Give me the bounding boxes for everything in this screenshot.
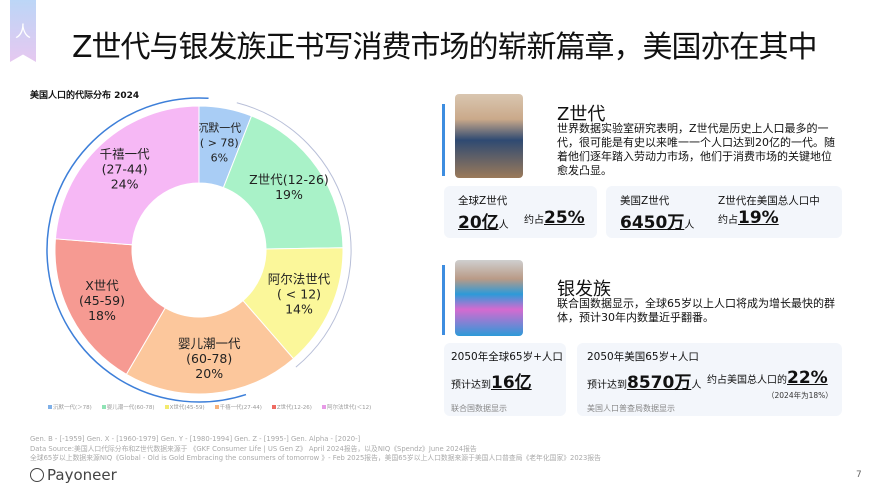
card-value: 8570万 bbox=[627, 373, 692, 393]
slice-label: 千禧一代 bbox=[100, 147, 151, 162]
slice-label: ( < 12) bbox=[277, 287, 321, 302]
card-label: 全球Z世代 bbox=[458, 195, 508, 207]
chart-legend: 沉默一代(＞78) 婴儿潮一代(60-78) X世代(45-59) 千禧一代(27-4… bbox=[48, 403, 371, 411]
card-value: 16亿 bbox=[491, 373, 532, 393]
card-label: 美国Z世代 bbox=[620, 195, 670, 207]
slice-label: (45-59) bbox=[79, 293, 125, 308]
slice-label: 20% bbox=[195, 366, 223, 381]
slice-label: 14% bbox=[285, 302, 313, 317]
card-prefix: 预计达到 bbox=[587, 380, 627, 391]
card-source: 美国人口普查局数据显示 bbox=[587, 404, 675, 413]
silver-description: 联合国数据显示，全球65岁以上人口将成为增长最快的群体，预计30年内数量近乎翻番… bbox=[557, 297, 835, 324]
slice-label: (27-44) bbox=[102, 162, 148, 177]
card-note: （2024年为18%） bbox=[767, 391, 833, 400]
donut-slice bbox=[125, 299, 295, 395]
outer-arc bbox=[46, 97, 247, 403]
legend-label: 婴儿潮一代(60-78) bbox=[106, 405, 155, 411]
slice-label: X世代 bbox=[85, 278, 119, 293]
silver-heading: 银发族 bbox=[557, 279, 611, 300]
slice-label: (60-78) bbox=[186, 351, 232, 366]
legend-item: 阿尔法世代(＜12) bbox=[321, 403, 372, 411]
slice-label: Z世代(12-26) bbox=[249, 172, 329, 187]
legend-swatch bbox=[271, 405, 276, 409]
footnote: 全球65岁以上数据来源NIQ《Global - Old is Gold Embr… bbox=[30, 454, 601, 462]
genz-heading: Z世代 bbox=[557, 104, 606, 125]
slice-label: 18% bbox=[88, 308, 116, 323]
legend-label: Z世代(12-26) bbox=[276, 405, 312, 411]
slice-label: 婴儿潮一代 bbox=[178, 336, 241, 351]
legend-swatch bbox=[214, 405, 219, 409]
slice-label: 24% bbox=[111, 177, 139, 192]
card-share-prefix: 约占 bbox=[524, 215, 544, 226]
donut-slice bbox=[54, 105, 200, 246]
footnotes: Gen. B - [-1959] Gen. X - [1960-1979] Ge… bbox=[30, 435, 601, 464]
genz-description: 世界数据实验室研究表明，Z世代是历史上人口最多的一代，很可能是有史以来唯一一个人… bbox=[557, 122, 835, 177]
person-icon: 人 bbox=[14, 22, 31, 41]
slice-label: 19% bbox=[275, 187, 303, 202]
section-ribbon: 人 bbox=[10, 0, 36, 62]
legend-swatch bbox=[164, 405, 169, 409]
card-share: 22% bbox=[787, 368, 828, 388]
legend-item: X世代(45-59) bbox=[164, 403, 205, 411]
accent-line bbox=[442, 104, 445, 176]
card-share: 19% bbox=[738, 208, 779, 228]
slice-label: 沉默一代 bbox=[197, 121, 241, 134]
card-label: Z世代在美国总人口中 bbox=[718, 195, 820, 207]
page-title: Z世代与银发族正书写消费市场的崭新篇章，美国亦在其中 bbox=[72, 30, 818, 65]
card-value: 6450万 bbox=[620, 213, 685, 233]
card-unit: 人 bbox=[691, 380, 702, 391]
donut-slice bbox=[54, 238, 166, 376]
chart-title: 美国人口的代际分布 2024 bbox=[30, 91, 140, 101]
slice-label: ( > 78) bbox=[200, 136, 239, 149]
legend-label: 阿尔法世代(＜12) bbox=[326, 405, 372, 411]
slice-label: 阿尔法世代 bbox=[268, 272, 331, 287]
donut-slice bbox=[222, 115, 344, 250]
global-genz-card: 全球Z世代 20亿人 约占25% bbox=[444, 186, 597, 238]
legend-item: 婴儿潮一代(60-78) bbox=[101, 403, 155, 411]
legend-label: 沉默一代(＞78) bbox=[53, 405, 92, 411]
global-silver-card: 2050年全球65岁+人口 预计达到16亿 联合国数据显示 bbox=[444, 343, 566, 416]
card-label: 2050年美国65岁+人口 bbox=[587, 351, 699, 363]
legend-item: 沉默一代(＞78) bbox=[48, 403, 92, 411]
card-source: 联合国数据显示 bbox=[451, 404, 507, 413]
card-share-prefix: 约占 bbox=[718, 215, 738, 226]
logo-text: Payoneer bbox=[47, 466, 117, 484]
slice-label: 6% bbox=[211, 151, 228, 164]
card-unit: 人 bbox=[498, 220, 509, 231]
silver-photo bbox=[455, 260, 523, 336]
genz-photo bbox=[455, 94, 523, 178]
legend-swatch bbox=[321, 405, 326, 409]
payoneer-logo: Payoneer bbox=[30, 466, 117, 484]
footnote: Data Source:美国人口代际分布和Z世代数据来源于 《GKF Consu… bbox=[30, 444, 477, 453]
legend-item: Z世代(12-26) bbox=[271, 403, 312, 411]
card-value: 20亿 bbox=[458, 213, 499, 233]
card-unit: 人 bbox=[684, 220, 695, 231]
legend-swatch bbox=[101, 405, 106, 409]
donut-chart: 沉默一代 ( > 78) 6% Z世代(12-26)19% 阿尔法世代( < 12)14… bbox=[46, 97, 352, 403]
logo-circle-icon bbox=[30, 468, 44, 482]
legend-swatch bbox=[48, 405, 52, 409]
accent-line bbox=[442, 265, 445, 335]
card-share-prefix: 约占美国总人口的 bbox=[707, 375, 787, 386]
page-number: 7 bbox=[856, 470, 862, 480]
footnote: Gen. B - [-1959] Gen. X - [1960-1979] Ge… bbox=[30, 435, 361, 443]
outer-arc-secondary bbox=[236, 102, 352, 368]
card-prefix: 预计达到 bbox=[451, 380, 491, 391]
legend-label: 千禧一代(27-44) bbox=[219, 405, 262, 411]
card-label: 2050年全球65岁+人口 bbox=[451, 351, 563, 363]
us-genz-card: 美国Z世代 6450万人 Z世代在美国总人口中 约占19% bbox=[606, 186, 842, 238]
us-silver-card: 2050年美国65岁+人口 预计达到8570万人 约占美国总人口的22% （20… bbox=[577, 343, 842, 416]
legend-label: X世代(45-59) bbox=[169, 405, 205, 411]
card-share: 25% bbox=[544, 208, 585, 228]
legend-item: 千禧一代(27-44) bbox=[214, 403, 262, 411]
